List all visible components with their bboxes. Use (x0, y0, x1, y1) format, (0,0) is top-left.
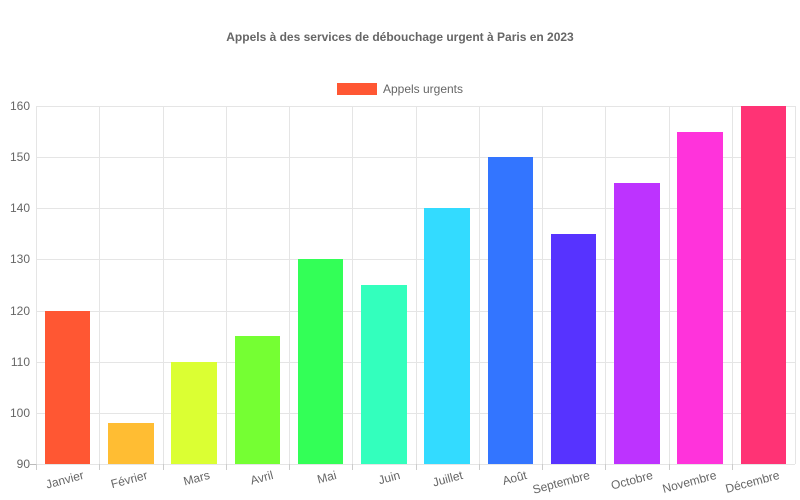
y-tick-label: 110 (10, 354, 30, 369)
gridline-vertical (478, 106, 480, 464)
x-tick-mark (668, 464, 670, 470)
x-tick-label: Mars (182, 468, 212, 489)
x-tick-mark (99, 464, 101, 470)
gridline-vertical (415, 106, 417, 464)
x-tick-mark (415, 464, 417, 470)
gridline-vertical (99, 106, 101, 464)
bar-juillet[interactable] (424, 208, 470, 464)
bar-août[interactable] (487, 157, 534, 464)
x-tick-label: Août (500, 468, 528, 488)
x-tick-label: Septembre (530, 468, 592, 497)
bar-mai[interactable] (297, 259, 344, 464)
gridline-vertical (668, 106, 670, 464)
plot-area (30, 106, 796, 470)
gridline-vertical (162, 106, 164, 464)
gridline-vertical (542, 106, 543, 464)
x-tick-mark (36, 464, 37, 470)
gridline-vertical (225, 106, 227, 464)
y-tick-label: 120 (9, 303, 30, 318)
gridline-vertical (731, 106, 733, 464)
gridline-vertical (36, 106, 37, 464)
y-tick-label: 90 (16, 457, 30, 471)
gridline-vertical (289, 106, 290, 464)
x-tick-mark (605, 464, 607, 470)
x-tick-label: Juillet (431, 468, 465, 490)
x-tick-label: Novembre (660, 468, 718, 496)
bar-février[interactable] (108, 423, 154, 464)
legend: Appels urgents (0, 82, 800, 96)
x-tick-label: Mai (315, 468, 339, 487)
x-tick-mark (478, 464, 480, 470)
x-tick-mark (289, 464, 290, 470)
bar-novembre[interactable] (677, 131, 723, 464)
y-tick-label: 130 (9, 252, 30, 267)
y-tick-label: 140 (9, 201, 30, 216)
chart-title: Appels à des services de débouchage urge… (226, 30, 574, 44)
legend-label[interactable]: Appels urgents (382, 82, 464, 96)
y-tick-label: 150 (9, 150, 30, 165)
bar-janvier[interactable] (44, 310, 91, 464)
x-tick-mark (225, 464, 227, 470)
x-tick-label: Décembre (723, 468, 781, 496)
x-tick-label: Octobre (609, 468, 655, 493)
bar-juin[interactable] (361, 285, 407, 464)
bar-avril[interactable] (234, 336, 281, 464)
bar-décembre[interactable] (740, 106, 787, 464)
x-tick-mark (542, 464, 543, 470)
x-tick-label: Avril (249, 468, 275, 488)
bar-octobre[interactable] (614, 182, 660, 464)
bar-septembre[interactable] (550, 233, 597, 464)
x-tick-label: Janvier (44, 468, 86, 492)
x-tick-label: Février (108, 468, 149, 492)
legend-swatch[interactable] (336, 83, 377, 95)
bar-mars[interactable] (171, 361, 217, 464)
y-tick-label: 100 (9, 405, 30, 420)
x-tick-mark (352, 464, 354, 470)
x-tick-label: Juin (376, 468, 402, 488)
gridline-vertical (605, 106, 607, 464)
y-tick-label: 160 (9, 99, 30, 113)
x-tick-mark (162, 464, 164, 470)
x-tick-mark (731, 464, 733, 470)
gridline-vertical (352, 106, 354, 464)
